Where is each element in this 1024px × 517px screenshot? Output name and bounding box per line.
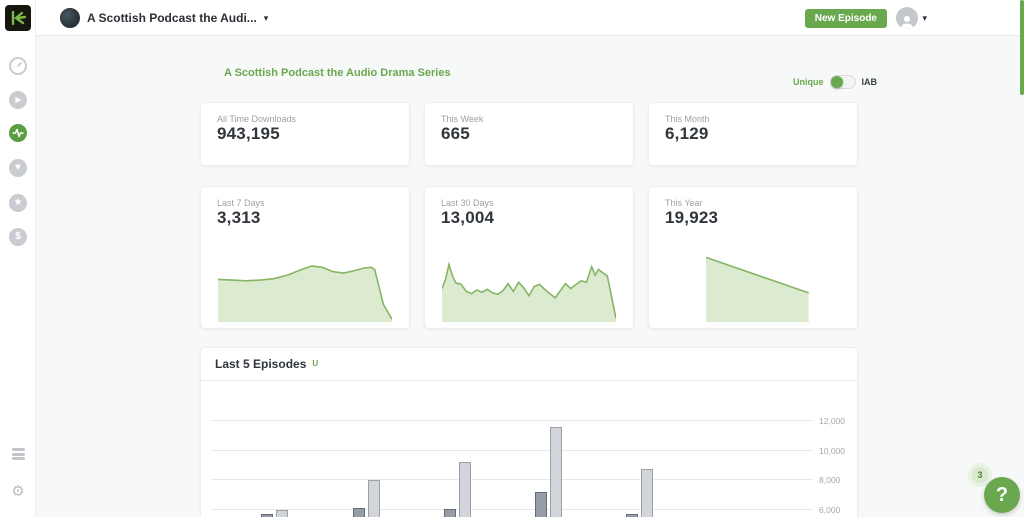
- play-icon: ▶: [15, 95, 22, 104]
- stat-value: 13,004: [441, 208, 495, 227]
- sidebar-item-stats[interactable]: [9, 124, 27, 142]
- y-axis-tick-label: 10,000: [819, 445, 845, 456]
- sidebar-item-heart[interactable]: ♥: [9, 159, 27, 177]
- episode-bar-dark-5[interactable]: [626, 514, 638, 517]
- user-avatar: [896, 7, 919, 29]
- episode-bar-light-5[interactable]: [641, 469, 653, 517]
- scrollbar-thumb[interactable]: [1020, 0, 1024, 95]
- podcast-selector[interactable]: A Scottish Podcast the Audi... ▾: [60, 6, 268, 30]
- panel-header: Last 5 Episodes U: [201, 348, 857, 381]
- gridline: [211, 420, 813, 421]
- episode-bar-dark-3[interactable]: [444, 509, 456, 517]
- user-menu[interactable]: ▾: [896, 7, 927, 29]
- sidebar-item-speedometer[interactable]: [9, 57, 27, 75]
- heart-icon: ♥: [15, 162, 21, 173]
- episode-bar-light-2[interactable]: [368, 480, 380, 517]
- episode-bar-light-3[interactable]: [459, 462, 471, 517]
- stat-label: This Week: [441, 114, 484, 124]
- sidebar-item-settings[interactable]: ⚙: [10, 483, 26, 500]
- help-widget: 3 ?: [968, 467, 1020, 513]
- episode-bar-dark-4[interactable]: [535, 492, 547, 517]
- episodes-bar-chart: 12,000 10,000 8,000 6,000: [211, 385, 851, 517]
- help-button[interactable]: ?: [984, 477, 1020, 513]
- y-axis-tick-label: 6,000: [819, 504, 841, 515]
- stat-card-all-time: All Time Downloads 943,195: [200, 102, 410, 166]
- star-icon: ★: [13, 197, 23, 208]
- podcast-selector-label: A Scottish Podcast the Audi...: [87, 11, 257, 25]
- dollar-icon: $: [15, 231, 21, 242]
- episode-bar-light-4[interactable]: [550, 426, 562, 517]
- stat-value: 19,923: [665, 208, 719, 227]
- stat-label: Last 30 Days: [441, 198, 494, 208]
- unique-badge: U: [312, 358, 319, 368]
- app-logo-icon: [11, 10, 27, 26]
- stat-card-this-month: This Month 6,129: [648, 102, 858, 166]
- y-axis-tick-label: 8,000: [819, 475, 841, 485]
- chevron-down-icon: ▾: [263, 12, 269, 23]
- gridline: [211, 479, 813, 480]
- sparkline-chart-this-year[interactable]: [666, 251, 840, 322]
- gear-icon: ⚙: [11, 483, 25, 500]
- toggle-knob: [830, 76, 843, 88]
- stat-value: 665: [441, 124, 470, 143]
- sidebar-item-play[interactable]: ▶: [9, 91, 27, 109]
- stat-label: This Year: [665, 198, 703, 208]
- sidebar: ▶ ♥ ★ $ ⚙: [0, 0, 36, 517]
- stat-value: 3,313: [217, 208, 261, 227]
- sidebar-item-dollar[interactable]: $: [9, 228, 27, 246]
- activity-icon: [12, 128, 24, 138]
- gridline: [211, 508, 813, 510]
- panel-title: Last 5 Episodes: [215, 357, 307, 371]
- speedometer-icon: [17, 62, 22, 67]
- toggle-label-unique: Unique: [793, 77, 824, 87]
- episode-bar-dark-1[interactable]: [261, 514, 273, 517]
- stat-label: This Month: [665, 114, 710, 124]
- sparkline-chart-last-30-days[interactable]: [442, 251, 616, 322]
- stat-value: 6,129: [665, 124, 709, 143]
- chevron-down-icon: ▾: [922, 12, 927, 23]
- episode-bar-light-1[interactable]: [276, 509, 288, 517]
- notification-badge: 3: [972, 467, 988, 483]
- sparkline-chart-last-7-days[interactable]: [218, 251, 392, 322]
- last-5-episodes-panel: Last 5 Episodes U 12,000 10,000 8,000 6,000: [200, 347, 858, 517]
- page-title: A Scottish Podcast the Audio Drama Serie…: [224, 67, 451, 79]
- database-icon: [11, 448, 25, 462]
- sidebar-item-storage[interactable]: [10, 447, 26, 463]
- person-icon: [901, 16, 914, 29]
- sidebar-item-star[interactable]: ★: [9, 194, 27, 212]
- trend-card-last-30-days: Last 30 Days 13,004: [424, 186, 634, 329]
- episode-bar-dark-2[interactable]: [353, 507, 365, 517]
- stat-label: Last 7 Days: [217, 198, 265, 208]
- app-logo[interactable]: [5, 5, 31, 31]
- y-axis-tick-label: 12,000: [819, 416, 845, 426]
- unique-iab-toggle[interactable]: [829, 75, 856, 89]
- toggle-label-iab: IAB: [861, 77, 878, 87]
- stat-value: 943,195: [217, 124, 280, 143]
- trend-card-last-7-days: Last 7 Days 3,313: [200, 186, 410, 329]
- stat-label: All Time Downloads: [217, 114, 297, 124]
- stat-card-this-week: This Week 665: [424, 102, 634, 166]
- podcast-artwork-avatar: [60, 8, 80, 28]
- gridline: [211, 449, 813, 451]
- unique-iab-toggle-row: Unique IAB: [793, 75, 877, 89]
- trend-card-this-year: This Year 19,923: [648, 186, 858, 329]
- new-episode-button[interactable]: New Episode: [804, 9, 887, 28]
- topbar: A Scottish Podcast the Audi... ▾ New Epi…: [36, 0, 1024, 36]
